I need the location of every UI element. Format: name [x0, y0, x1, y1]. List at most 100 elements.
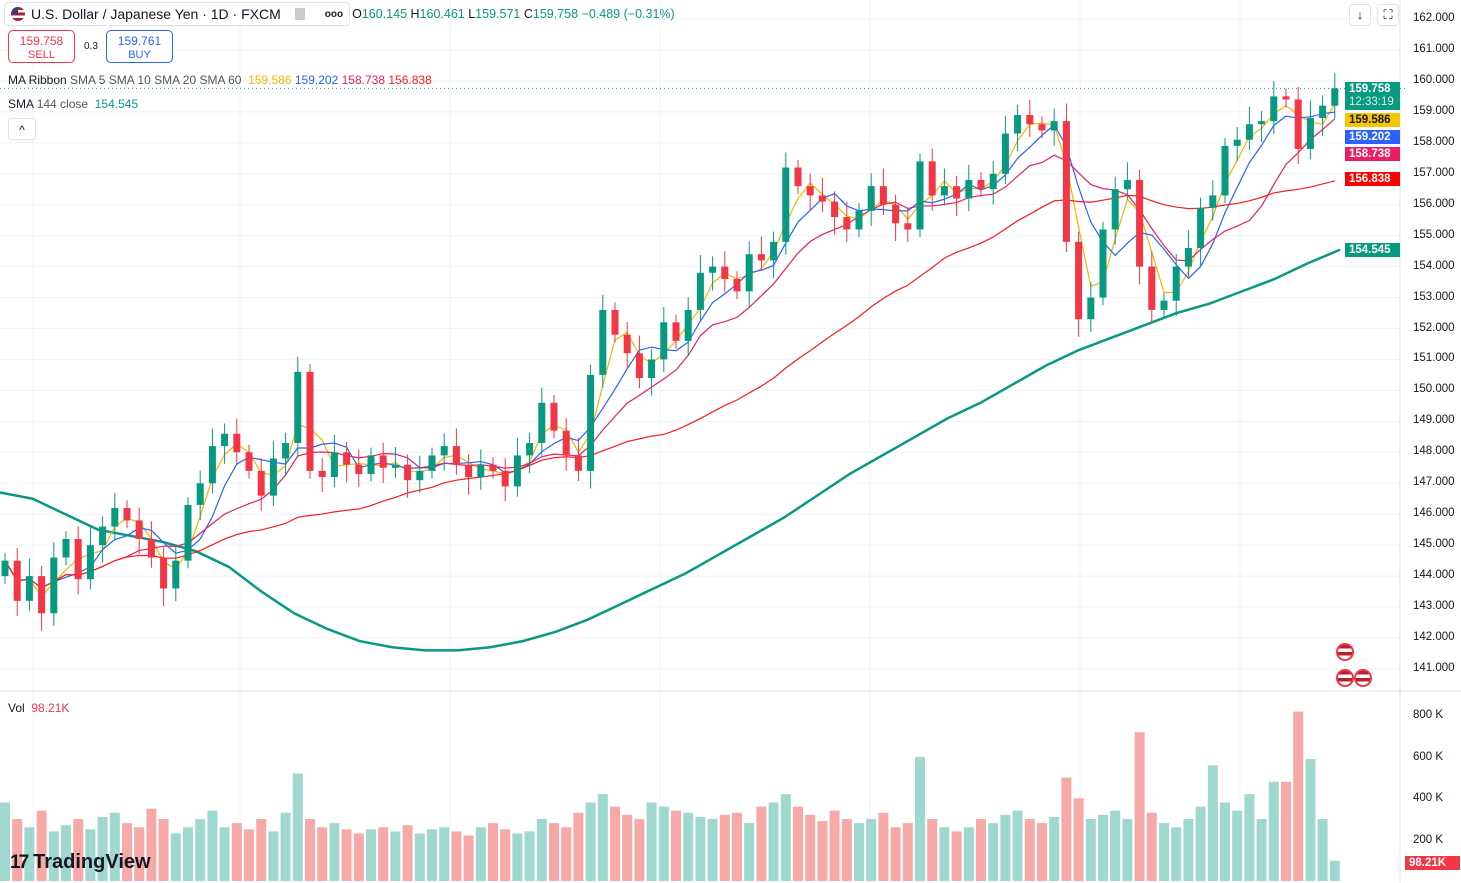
symbol-selector[interactable]: U.S. Dollar / Japanese Yen · 1D · FXCM o…: [4, 2, 351, 26]
volume-bar: [841, 818, 852, 881]
candle-body: [245, 452, 253, 471]
volume-legend[interactable]: Vol 98.21K: [8, 701, 70, 715]
more-icon[interactable]: ooo: [324, 8, 344, 20]
candle-body: [648, 359, 656, 379]
price-tick: 145.000: [1413, 538, 1455, 551]
tradingview-logo[interactable]: 17 TradingView: [10, 851, 151, 873]
price-tick: 159.000: [1413, 104, 1455, 117]
volume-bar: [170, 833, 181, 881]
candle-body: [135, 520, 143, 539]
candle-body: [233, 433, 241, 453]
volume-tick: 800 K: [1413, 709, 1444, 721]
volume-bar: [122, 823, 132, 881]
candle-body: [1001, 133, 1009, 174]
volume-bar: [61, 825, 71, 881]
volume-bar: [695, 816, 706, 881]
candle-body: [1282, 96, 1290, 100]
volume-bar: [109, 812, 120, 881]
candle-body: [526, 443, 534, 456]
candle-body: [62, 538, 70, 558]
volume-bar: [817, 821, 828, 881]
volume-bar: [500, 829, 511, 881]
volume-bar: [1268, 781, 1279, 881]
volume-bar: [1110, 810, 1121, 881]
volume-bar: [1244, 794, 1255, 881]
economic-event-icon[interactable]: [1354, 669, 1372, 687]
volume-bar: [256, 818, 267, 881]
volume-bar: [158, 818, 169, 881]
candle-body: [489, 464, 497, 471]
volume-bar: [414, 833, 425, 881]
price-tick: 157.000: [1413, 166, 1455, 179]
candle-body: [477, 464, 485, 478]
sell-button[interactable]: 159.758 SELL: [8, 30, 75, 63]
candle-body: [1050, 121, 1058, 131]
volume-bar: [1085, 818, 1096, 881]
volume-bar: [585, 802, 596, 881]
candle-body: [99, 526, 107, 546]
candle-body: [1197, 207, 1205, 249]
sma144-price-label: 154.545: [1345, 243, 1400, 257]
economic-event-icon[interactable]: [1336, 669, 1354, 687]
volume-bar: [866, 818, 877, 881]
candle-body: [1172, 266, 1180, 301]
volume-bar: [927, 818, 938, 881]
candle-body: [282, 443, 290, 459]
volume-bar: [390, 831, 401, 881]
ma-ribbon-legend[interactable]: MA Ribbon SMA 5 SMA 10 SMA 20 SMA 60 159…: [8, 73, 432, 87]
volume-bar: [488, 823, 498, 881]
volume-bar: [1220, 802, 1230, 881]
sma144-legend[interactable]: SMA 144 close 154.545: [8, 97, 139, 111]
candle-body: [13, 560, 21, 601]
volume-bar: [671, 810, 681, 881]
scroll-down-button[interactable]: ↓: [1349, 4, 1371, 26]
candle-body: [1331, 88, 1339, 106]
collapse-legend-button[interactable]: ^: [8, 118, 36, 140]
candle-body: [172, 560, 180, 589]
candle-body: [550, 402, 558, 431]
price-tick: 152.000: [1413, 321, 1455, 334]
candle-body: [916, 161, 924, 230]
volume-bar: [951, 831, 962, 881]
economic-event-icon[interactable]: [1336, 643, 1354, 661]
price-tick: 155.000: [1413, 228, 1455, 241]
volume-bar: [1305, 759, 1316, 881]
fullscreen-button[interactable]: ⛶: [1377, 4, 1399, 26]
candle-body: [257, 470, 265, 496]
candle-body: [599, 309, 607, 375]
volume-bar: [305, 818, 315, 881]
buy-button[interactable]: 159.761 BUY: [106, 30, 173, 63]
volume-bar: [97, 816, 108, 881]
candle-body: [635, 353, 643, 379]
volume-bar: [793, 806, 803, 881]
candle-body: [1160, 300, 1168, 310]
spread: 0.3: [84, 41, 98, 52]
candle-body: [684, 309, 692, 341]
volume-bar: [427, 829, 437, 881]
candle-body: [953, 186, 961, 199]
volume-bar: [146, 808, 157, 881]
flag-marker-icon[interactable]: [294, 8, 305, 20]
candle-body: [806, 186, 814, 196]
candle-body: [757, 254, 765, 261]
candle-body: [1087, 297, 1095, 320]
candle-body: [50, 557, 58, 614]
volume-bar: [85, 829, 96, 881]
volume-bar: [341, 829, 352, 881]
candle-body: [1306, 118, 1314, 149]
candle-body: [855, 210, 863, 230]
volume-bar: [1329, 860, 1340, 881]
candle-body: [1075, 241, 1083, 320]
ohlc-values: O160.145 H160.461 L159.571 C159.758 −0.4…: [352, 7, 675, 21]
price-tick: 141.000: [1413, 661, 1455, 674]
candle-body: [574, 455, 582, 471]
price-tick: 156.000: [1413, 197, 1455, 210]
sma5-price-label: 159.586: [1345, 113, 1400, 127]
price-tick: 146.000: [1413, 507, 1455, 520]
volume-bar: [1122, 818, 1133, 881]
volume-bar: [1317, 818, 1328, 881]
candle-body: [904, 223, 912, 230]
price-tick: 161.000: [1413, 42, 1455, 55]
price-tick: 154.000: [1413, 259, 1455, 272]
